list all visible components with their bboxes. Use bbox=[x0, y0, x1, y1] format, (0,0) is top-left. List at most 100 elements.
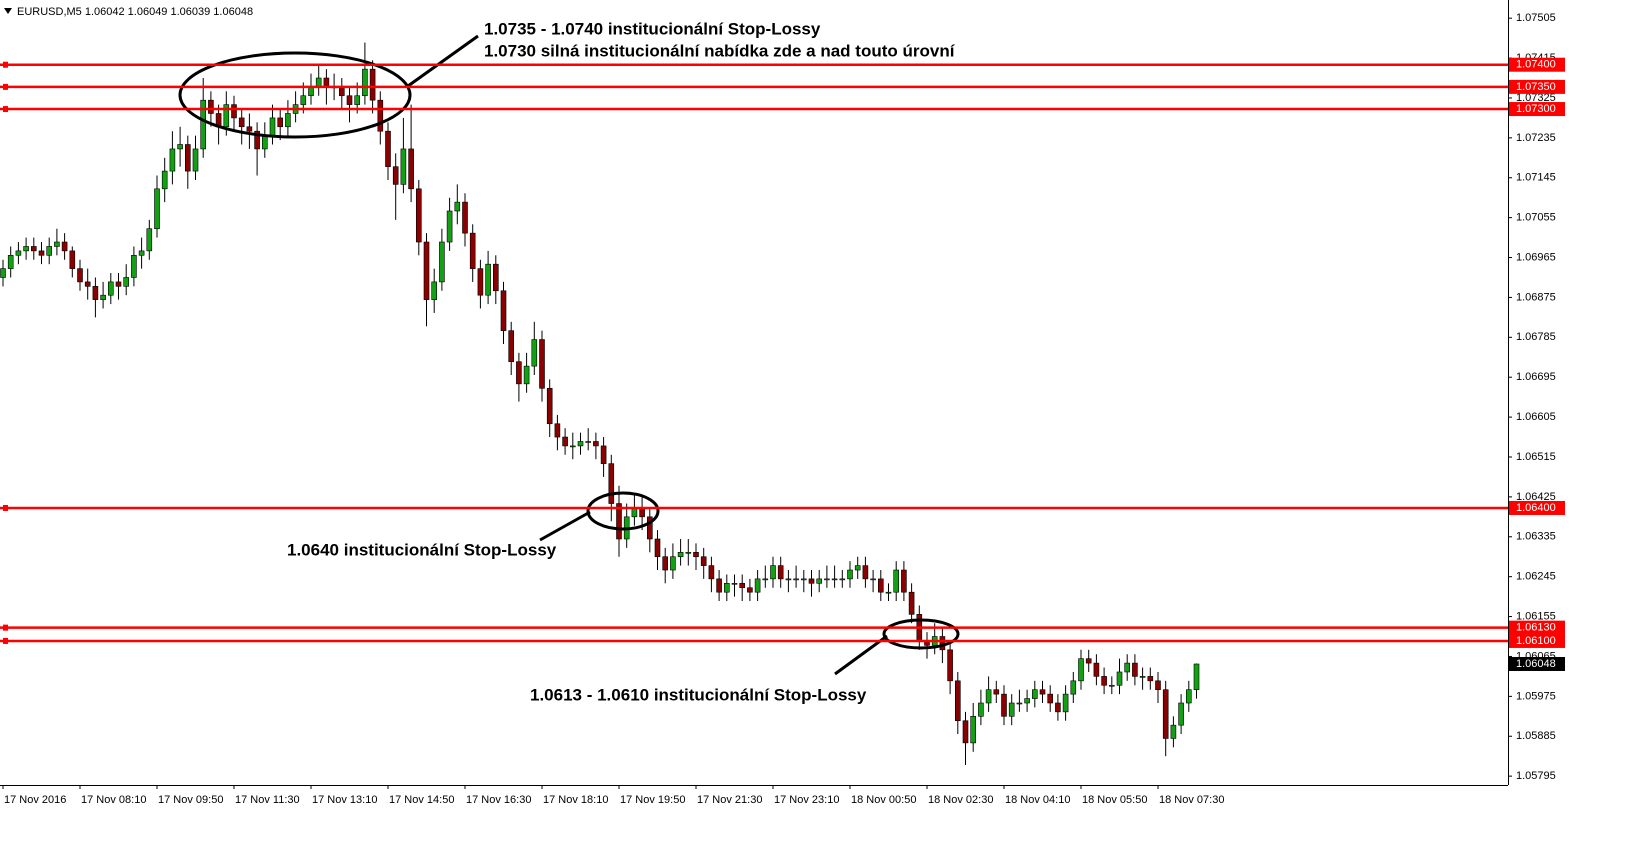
candle-body bbox=[54, 241, 60, 247]
x-tick-label: 17 Nov 13:10 bbox=[312, 794, 377, 806]
y-tick-label: 1.06875 bbox=[1516, 291, 1556, 303]
x-tick-label: 18 Nov 07:30 bbox=[1159, 794, 1224, 806]
candle-body bbox=[670, 556, 676, 571]
level-label: 1.07300 bbox=[1516, 103, 1556, 115]
candle-body bbox=[554, 423, 561, 438]
candle-body bbox=[1055, 702, 1061, 713]
x-tick-label: 17 Nov 18:10 bbox=[543, 794, 608, 806]
level-handle bbox=[3, 504, 8, 511]
candle-body bbox=[562, 436, 568, 447]
candle-body bbox=[608, 463, 615, 504]
candle-body bbox=[654, 538, 661, 558]
candle-body bbox=[346, 95, 353, 105]
candle-body bbox=[762, 578, 769, 581]
candle-body bbox=[723, 583, 730, 593]
candle-body bbox=[84, 281, 91, 287]
candle-body bbox=[1170, 724, 1177, 739]
candle-body bbox=[1070, 680, 1077, 695]
candle-body bbox=[100, 294, 106, 300]
candle-body bbox=[1109, 684, 1115, 687]
candle-body bbox=[15, 250, 22, 256]
candle-body bbox=[138, 250, 145, 256]
pointer-line bbox=[834, 634, 888, 676]
x-tick-label: 17 Nov 08:10 bbox=[81, 794, 146, 806]
candle-body bbox=[577, 441, 584, 447]
candle-body bbox=[662, 556, 669, 571]
candle-body bbox=[677, 551, 684, 558]
candle-body bbox=[901, 569, 907, 593]
pointer-line bbox=[407, 34, 479, 88]
candle-body bbox=[92, 286, 99, 300]
candle-body bbox=[646, 516, 653, 540]
candle-body bbox=[862, 565, 869, 580]
candle-body bbox=[839, 578, 846, 581]
candle-body bbox=[1101, 676, 1107, 686]
candle-body bbox=[1116, 671, 1123, 686]
x-tick-label: 17 Nov 09:50 bbox=[158, 794, 223, 806]
candle-body bbox=[1186, 689, 1192, 704]
candle-body bbox=[739, 583, 746, 589]
candle-body bbox=[1178, 702, 1184, 726]
candle-body bbox=[500, 290, 507, 331]
y-tick-label: 1.05885 bbox=[1516, 730, 1556, 742]
level-label: 1.07400 bbox=[1516, 59, 1556, 71]
candle-body bbox=[185, 144, 191, 172]
y-tick-label: 1.06155 bbox=[1516, 610, 1556, 622]
y-tick-label: 1.05975 bbox=[1516, 690, 1556, 702]
candle-body bbox=[785, 578, 792, 581]
x-tick-label: 18 Nov 00:50 bbox=[851, 794, 916, 806]
level-label-box bbox=[1509, 79, 1565, 94]
candle-body bbox=[793, 578, 799, 581]
candle-body bbox=[800, 578, 807, 581]
candle-body bbox=[523, 365, 530, 385]
y-tick-label: 1.07145 bbox=[1516, 172, 1556, 184]
candle-body bbox=[693, 551, 699, 558]
x-tick-label: 18 Nov 05:50 bbox=[1082, 794, 1147, 806]
candle-body bbox=[978, 702, 984, 717]
y-tick-label: 1.06245 bbox=[1516, 571, 1556, 583]
candle-body bbox=[631, 507, 638, 518]
candle-body bbox=[831, 578, 838, 581]
candle-body bbox=[169, 148, 176, 172]
x-tick-label: 17 Nov 14:50 bbox=[389, 794, 454, 806]
candle-body bbox=[1062, 693, 1069, 713]
candle-body bbox=[7, 255, 14, 269]
candle-body bbox=[131, 255, 137, 278]
y-tick-label: 1.07235 bbox=[1516, 132, 1556, 144]
y-tick-label: 1.06965 bbox=[1516, 251, 1556, 263]
highlight-ellipse bbox=[178, 51, 412, 139]
candle-body bbox=[115, 281, 122, 287]
candle-body bbox=[246, 126, 253, 132]
candle-body bbox=[338, 86, 345, 97]
candle-body bbox=[777, 565, 784, 580]
candle-body bbox=[223, 104, 230, 128]
candle-body bbox=[1016, 702, 1023, 705]
candle-body bbox=[469, 232, 476, 269]
candle-body bbox=[30, 246, 37, 252]
candle-body bbox=[962, 720, 969, 744]
candle-body bbox=[700, 556, 707, 566]
candle-body bbox=[947, 649, 953, 682]
candle-body bbox=[731, 583, 738, 585]
y-tick-label: 1.06605 bbox=[1516, 411, 1556, 423]
candle-body bbox=[446, 210, 453, 243]
candle-body bbox=[231, 104, 237, 119]
level-label: 1.07350 bbox=[1516, 81, 1556, 93]
candle-body bbox=[600, 445, 607, 464]
menu-arrow bbox=[4, 8, 12, 14]
candle-body bbox=[177, 144, 183, 150]
candle-body bbox=[377, 99, 384, 132]
candle-body bbox=[308, 86, 314, 97]
candle-body bbox=[408, 148, 414, 190]
candle-body bbox=[385, 130, 391, 167]
candle-body bbox=[970, 715, 977, 744]
candle-body bbox=[808, 578, 815, 584]
candle-body bbox=[885, 591, 892, 594]
x-tick-label: 17 Nov 16:30 bbox=[466, 794, 531, 806]
candle-body bbox=[616, 503, 622, 540]
candle-body bbox=[708, 565, 715, 580]
level-label-box bbox=[1509, 57, 1565, 72]
candle-body bbox=[400, 148, 407, 185]
candle-body bbox=[1132, 662, 1138, 677]
